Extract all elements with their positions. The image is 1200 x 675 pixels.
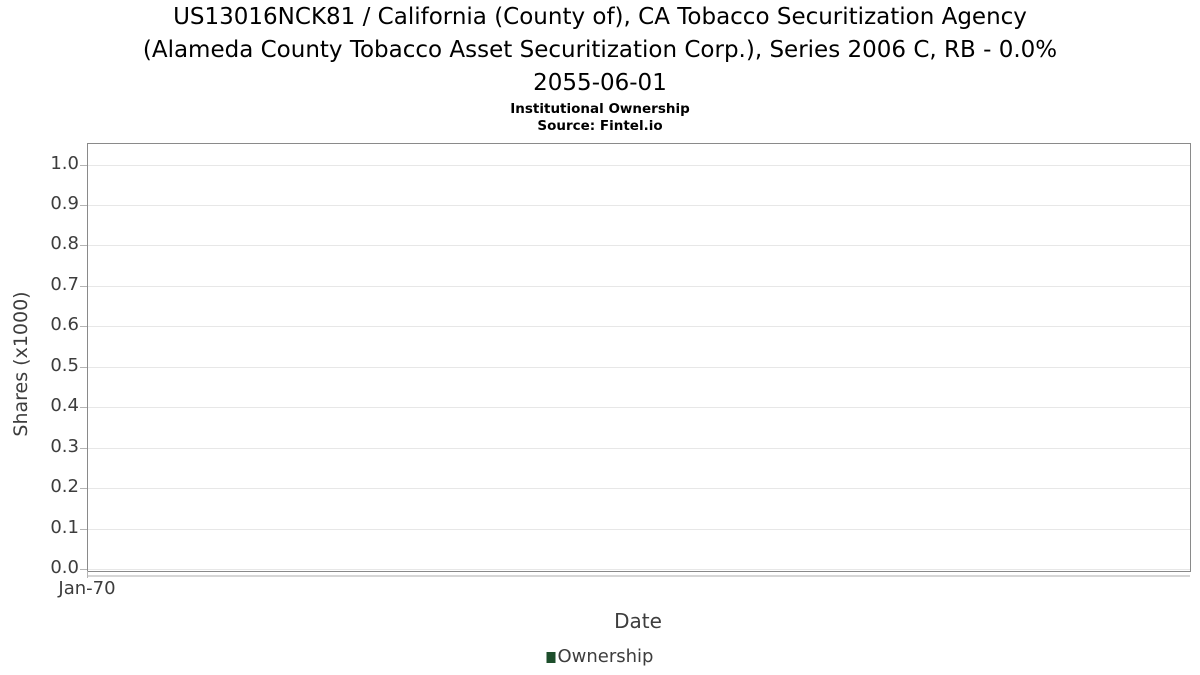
gridline [88,529,1190,530]
y-axis-tick-mark [80,286,87,287]
chart-title: US13016NCK81 / California (County of), C… [0,1,1200,100]
plot-area [80,143,1191,572]
gridline [88,569,1190,570]
gridline [88,448,1190,449]
gridline [88,205,1190,206]
chart-subtitle: Institutional Ownership [510,101,690,117]
y-tick-label: 0.3 [50,436,79,457]
y-axis-tick-mark [80,529,87,530]
y-axis-tick-mark [80,326,87,327]
y-tick-label: 1.0 [50,153,79,174]
y-tick-label: 0.2 [50,476,79,497]
x-axis-line [87,575,1190,577]
y-tick-label: 0.5 [50,355,79,376]
y-axis-tick-mark [80,205,87,206]
chart-title-line-1: US13016NCK81 / California (County of), C… [173,4,1027,30]
x-axis-tick-mark [87,571,88,578]
ownership-series-swatch-icon [546,652,556,663]
y-axis-tick-mark [80,488,87,489]
gridline [88,407,1190,408]
y-axis-tick-mark [80,569,87,570]
y-tick-label: 0.1 [50,517,79,538]
gridline [88,488,1190,489]
y-axis-tick-mark [80,448,87,449]
x-tick-label: Jan-70 [58,578,116,599]
y-tick-label: 0.8 [50,233,79,254]
y-axis-tick-mark [80,407,87,408]
gridline [88,286,1190,287]
gridline [88,326,1190,327]
legend-label: Ownership [557,646,654,667]
y-tick-label: 0.4 [50,395,79,416]
y-axis-tick-mark [80,165,87,166]
chart-source: Source: Fintel.io [537,118,663,134]
y-axis-tick-mark [80,367,87,368]
y-axis-tick-mark [80,245,87,246]
y-tick-label: 0.7 [50,274,79,295]
y-tick-label: 0.6 [50,314,79,335]
gridline [88,245,1190,246]
y-tick-label: 0.0 [50,557,79,578]
chart-title-line-3: 2055-06-01 [533,70,667,96]
y-tick-label: 0.9 [50,193,79,214]
x-axis-title: Date [614,609,662,633]
chart-title-line-2: (Alameda County Tobacco Asset Securitiza… [142,37,1058,63]
legend-item-ownership[interactable]: Ownership [546,646,654,667]
gridline [88,367,1190,368]
gridline [88,165,1190,166]
